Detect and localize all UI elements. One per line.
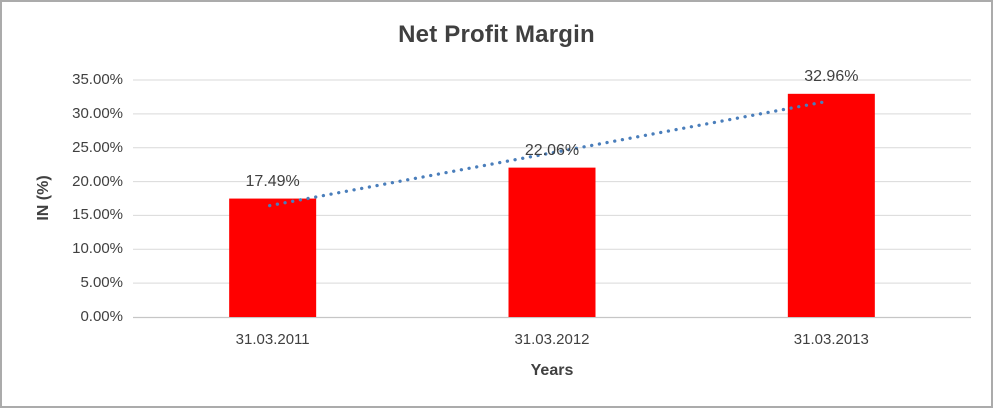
y-tick-label: 10.00% (72, 240, 123, 258)
bar (229, 198, 317, 317)
y-tick-label: 0.00% (80, 308, 123, 325)
x-category-label: 31.03.2013 (793, 331, 869, 348)
bar-data-label: 32.96% (804, 67, 859, 85)
y-tick-label: 15.00% (72, 206, 123, 224)
y-tick-label: 30.00% (72, 104, 123, 122)
x-category-label: 31.03.2011 (235, 331, 310, 348)
bar (787, 93, 875, 317)
chart-title: Net Profit Margin (398, 21, 595, 48)
trendline (268, 99, 829, 208)
x-axis-title: Years (530, 362, 574, 379)
bar (508, 167, 596, 317)
x-category-label: 31.03.2012 (514, 331, 590, 348)
y-tick-label: 5.00% (80, 274, 123, 292)
bar-data-label: 17.49% (245, 172, 300, 190)
y-tick-label: 25.00% (72, 138, 123, 156)
bar-data-label: 22.06% (524, 141, 580, 159)
y-tick-label: 35.00% (72, 71, 123, 88)
y-tick-label: 20.00% (72, 172, 123, 190)
